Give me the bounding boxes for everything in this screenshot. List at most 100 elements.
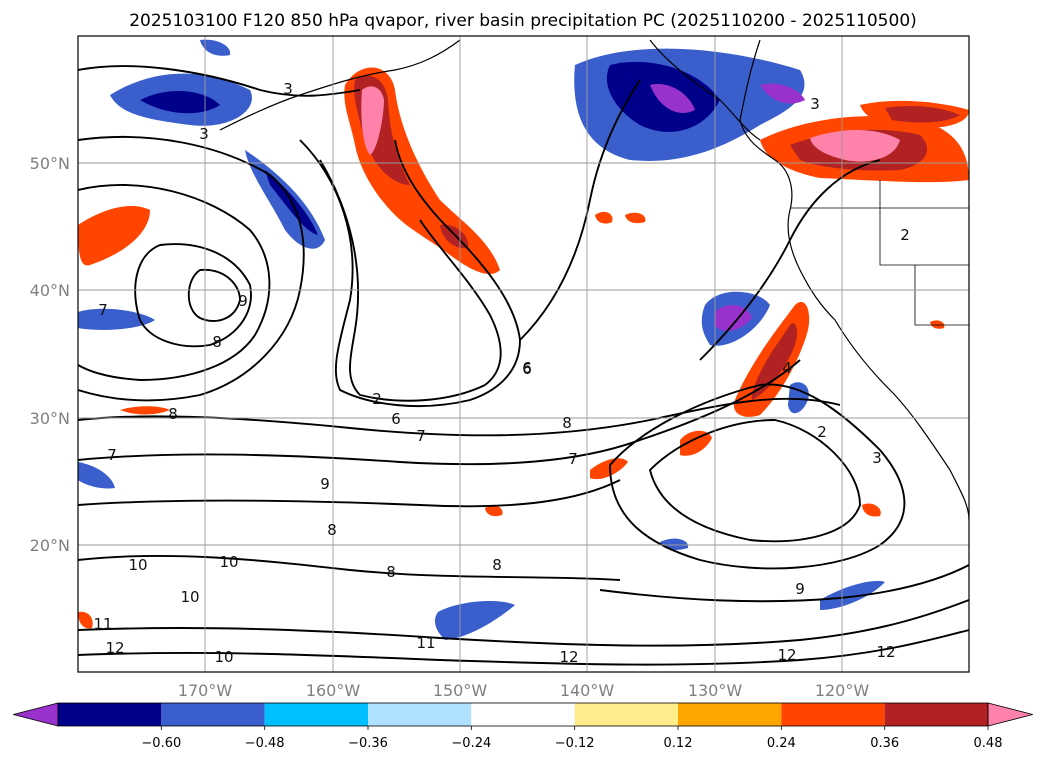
lon-label: 120°W bbox=[815, 681, 870, 700]
contour-line bbox=[648, 419, 861, 543]
colorbar-segment bbox=[574, 703, 678, 726]
contour-label: 12 bbox=[876, 643, 895, 661]
lat-label: 50°N bbox=[30, 154, 70, 173]
colorbar-segment bbox=[58, 703, 162, 726]
contour-label: 8 bbox=[562, 414, 572, 432]
positive-pc-shading bbox=[78, 67, 969, 629]
shading-positive-patch bbox=[485, 505, 503, 517]
lon-label: 170°W bbox=[178, 681, 233, 700]
contour-label: 4 bbox=[782, 359, 792, 377]
coastline bbox=[219, 39, 461, 131]
shading-negative-patch bbox=[760, 83, 805, 104]
contour-label: 9 bbox=[238, 292, 248, 310]
contour-label: 3 bbox=[872, 449, 882, 467]
shading-positive-patch bbox=[78, 611, 93, 629]
lon-label: 160°W bbox=[306, 681, 361, 700]
contour-line bbox=[519, 79, 641, 341]
contour-line bbox=[134, 243, 252, 348]
colorbar-tick-label: 0.12 bbox=[664, 736, 693, 751]
coastline bbox=[739, 39, 969, 521]
contour-label: 3 bbox=[283, 80, 293, 98]
colorbar-tick-label: 0.24 bbox=[767, 736, 796, 751]
lat-label: 20°N bbox=[30, 536, 70, 555]
shading-positive-patch bbox=[930, 320, 945, 329]
colorbar-extend-low bbox=[13, 702, 59, 727]
contour-label: 10 bbox=[214, 648, 233, 666]
contour-line bbox=[187, 269, 241, 322]
colorbar-segment bbox=[161, 703, 265, 726]
shading-negative-patch bbox=[788, 382, 809, 414]
colorbar-frame bbox=[57, 702, 989, 727]
contour-line bbox=[699, 159, 881, 361]
contour-label: 8 bbox=[386, 563, 396, 581]
contour-label: 11 bbox=[93, 615, 112, 633]
shading-negative-patch bbox=[78, 462, 115, 489]
colorbar-tick-label: −0.12 bbox=[555, 736, 595, 751]
shading-positive-patch bbox=[78, 205, 150, 266]
colorbar-tick-label: −0.60 bbox=[141, 736, 181, 751]
contour-line bbox=[78, 359, 801, 466]
contour-label: 3 bbox=[810, 95, 820, 113]
contour-label: 12 bbox=[105, 639, 124, 657]
contour-label: 2 bbox=[817, 423, 827, 441]
shading-positive-patch bbox=[751, 322, 798, 400]
contour-label: 2 bbox=[372, 390, 382, 408]
shading-positive-patch bbox=[680, 430, 712, 456]
shading-positive-patch bbox=[590, 458, 628, 480]
contour-label: 6 bbox=[522, 359, 532, 377]
shading-positive-patch bbox=[361, 86, 384, 155]
contour-label: 12 bbox=[559, 648, 578, 666]
lon-label: 140°W bbox=[560, 681, 615, 700]
lat-label: 30°N bbox=[30, 409, 70, 428]
contour-label: 8 bbox=[327, 521, 337, 539]
coastlines bbox=[219, 39, 969, 521]
colorbar-segment bbox=[884, 703, 988, 726]
contour-label: 9 bbox=[795, 580, 805, 598]
contour-label: 9 bbox=[320, 475, 330, 493]
contour-label: 7 bbox=[107, 446, 117, 464]
shading-positive-patch bbox=[625, 212, 646, 224]
shading-negative-patch bbox=[820, 580, 885, 610]
colorbar-tick-label: 0.48 bbox=[974, 736, 1003, 751]
contour-line bbox=[78, 184, 271, 381]
shading-negative-patch bbox=[140, 90, 220, 114]
shading-negative-patch bbox=[78, 308, 155, 330]
contour-label: 10 bbox=[219, 553, 238, 571]
contour-line bbox=[299, 139, 521, 408]
contour-label: 7 bbox=[416, 427, 426, 445]
contour-line bbox=[78, 599, 969, 647]
contour-label: 8 bbox=[212, 333, 222, 351]
contour-line bbox=[78, 554, 621, 581]
contour-label: 11 bbox=[416, 634, 435, 652]
contour-line bbox=[78, 629, 969, 666]
longitude-labels: 170°W 160°W 150°W 140°W 130°W 120°W bbox=[178, 681, 870, 700]
lon-label: 150°W bbox=[433, 681, 488, 700]
shading-positive-patch bbox=[810, 130, 900, 162]
contour-label: 12 bbox=[777, 646, 796, 664]
contour-label: 8 bbox=[492, 556, 502, 574]
shading-positive-patch bbox=[595, 211, 613, 224]
shading-negative-patch bbox=[200, 39, 231, 56]
contour-label: 7 bbox=[568, 450, 578, 468]
colorbar-segment bbox=[264, 703, 368, 726]
colorbar: −0.60 −0.48 −0.36 −0.24 −0.12 0.12 0.24 0.36 0.4… bbox=[13, 702, 1033, 751]
shading-positive-patch bbox=[885, 106, 960, 123]
contour-label: 6 bbox=[391, 410, 401, 428]
figure-title: 2025103100 F120 850 hPa qvapor, river ba… bbox=[129, 11, 917, 31]
contour-label: 7 bbox=[98, 301, 108, 319]
colorbar-extend-high bbox=[987, 702, 1033, 727]
contour-line bbox=[78, 479, 621, 508]
lat-label: 40°N bbox=[30, 281, 70, 300]
colorbar-segment bbox=[781, 703, 885, 726]
negative-pc-shading bbox=[78, 39, 885, 640]
shading-positive-patch bbox=[120, 406, 170, 415]
latitude-labels: 50°N 40°N 30°N 20°N bbox=[30, 154, 70, 555]
gridlines bbox=[78, 36, 969, 672]
shading-negative-patch bbox=[650, 84, 695, 113]
lon-label: 130°W bbox=[688, 681, 743, 700]
contour-label: 2 bbox=[900, 226, 910, 244]
colorbar-segment bbox=[368, 703, 472, 726]
shading-positive-patch bbox=[862, 503, 881, 517]
